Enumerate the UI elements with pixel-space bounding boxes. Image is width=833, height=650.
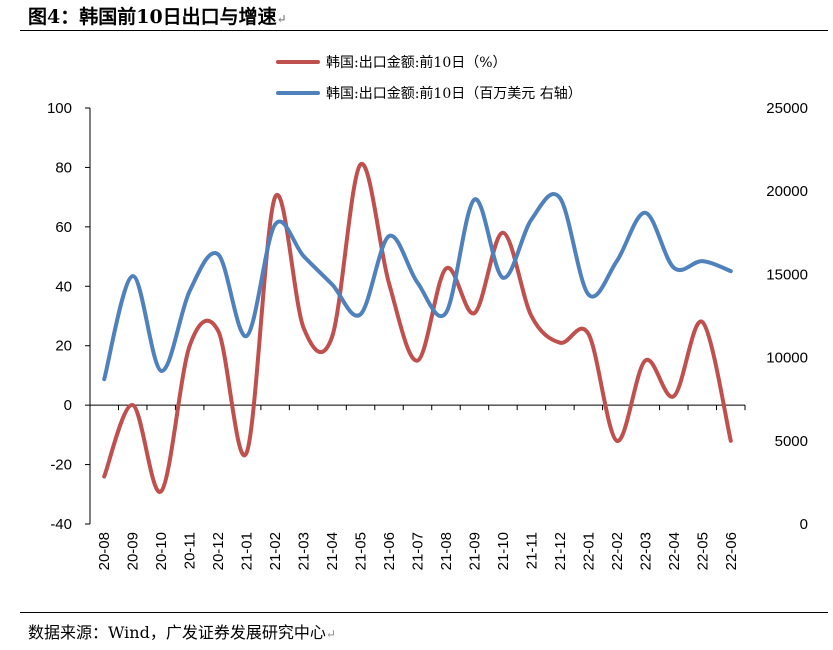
x-axis-tick-label: 21-07 [410,532,427,570]
left-axis-tick-label: 20 [55,338,72,355]
x-axis-tick-label: 22-03 [637,532,654,570]
right-axis-tick-label: 0 [800,516,808,533]
x-axis-tick-label: 21-03 [296,532,313,570]
x-axis-tick-label: 21-12 [552,532,569,570]
x-axis-tick-label: 22-02 [609,532,626,570]
x-axis-tick-label: 20-08 [96,532,113,570]
x-axis-tick-label: 21-10 [495,532,512,570]
x-axis-tick-label: 21-01 [239,532,256,570]
figure-title: 图4：韩国前10日出口与增速↵ [28,6,287,28]
left-axis-tick-label: -20 [50,457,72,474]
x-axis-tick-label: 21-08 [438,532,455,570]
left-axis-tick-label: 0 [64,397,72,414]
line-chart: 100 80 60 40 20 0 -20 -40 25000 20000 15000 10000 50… [47,54,808,570]
right-axis-tick-label: 10000 [766,350,808,367]
bottom-rule [20,612,828,613]
x-axis-tick-label: 20-12 [210,532,227,570]
left-axis-tick-label: -40 [50,516,72,533]
x-axis-tick-label: 21-04 [324,532,341,570]
x-axis-tick-label: 22-05 [694,532,711,570]
x-axis-tick-label: 21-05 [353,532,370,570]
x-axis-tick-label: 20-09 [125,532,142,570]
x-axis-tick-label: 21-02 [267,532,284,570]
left-axis-tick-label: 80 [55,159,72,176]
x-axis-tick-label: 22-06 [723,532,740,570]
right-axis-tick-label: 15000 [766,266,808,283]
left-axis-tick-label: 100 [47,100,72,117]
left-axis-tick-label: 40 [55,278,72,295]
legend-label: 韩国:出口金额:前10日（%） [326,54,507,71]
series-line-export-value-usd [102,192,733,382]
source-note: 数据来源：Wind，广发证券发展研究中心↵ [28,623,336,642]
x-axis-tick-label: 21-09 [466,532,483,570]
x-axis-tick-label: 20-10 [153,532,170,570]
top-rule [20,30,828,31]
x-axis-tick-label: 22-04 [666,532,683,570]
x-axis-tick-label: 21-11 [523,532,540,569]
legend-label: 韩国:出口金额:前10日（百万美元 右轴） [326,85,582,102]
series-line-export-growth-pct [102,162,733,494]
right-axis-tick-label: 25000 [766,100,808,117]
right-axis-tick-label: 20000 [766,183,808,200]
x-axis-tick-label: 22-01 [580,532,597,570]
right-axis-tick-label: 5000 [775,433,808,450]
x-axis-tick-label: 21-06 [381,532,398,570]
left-axis-tick-label: 60 [55,219,72,236]
x-axis-tick-label: 20-11 [182,532,199,569]
